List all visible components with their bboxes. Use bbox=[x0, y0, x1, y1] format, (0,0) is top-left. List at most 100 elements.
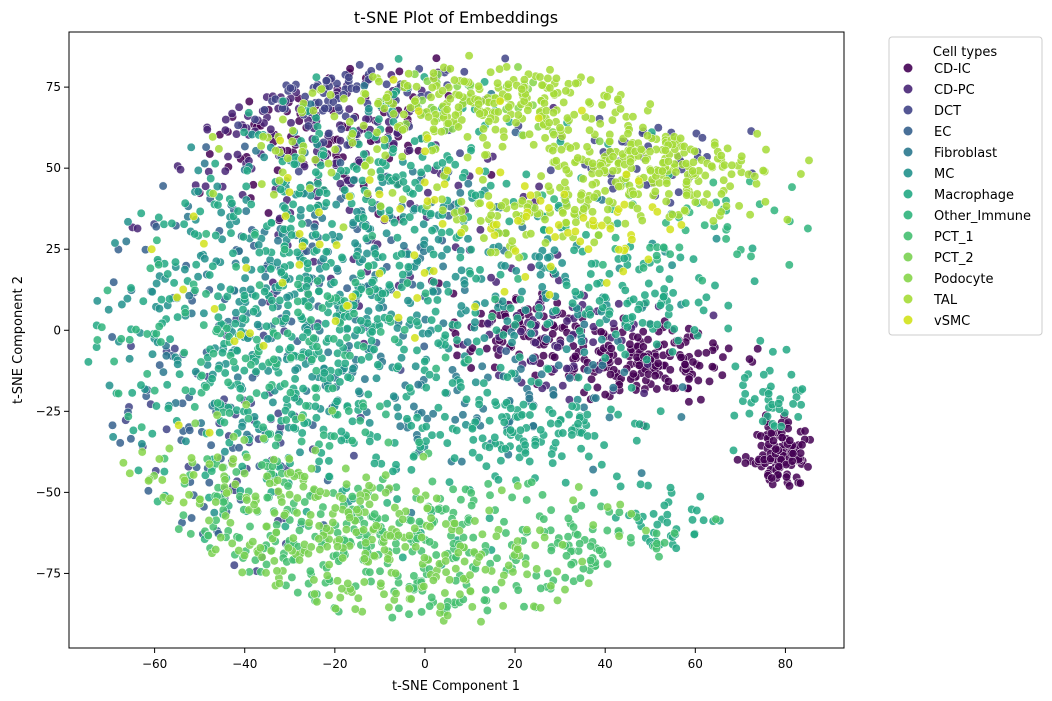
point bbox=[478, 433, 488, 443]
point bbox=[191, 260, 201, 270]
point bbox=[456, 197, 466, 207]
point bbox=[362, 249, 372, 258]
point bbox=[157, 295, 166, 305]
point bbox=[293, 588, 303, 598]
point bbox=[671, 167, 681, 177]
point bbox=[693, 348, 703, 358]
point bbox=[297, 154, 307, 164]
point bbox=[297, 413, 307, 423]
point bbox=[222, 488, 232, 498]
point bbox=[676, 412, 686, 422]
point bbox=[136, 208, 146, 218]
point bbox=[797, 440, 807, 450]
point bbox=[319, 368, 329, 378]
point bbox=[285, 83, 295, 93]
point bbox=[324, 159, 333, 168]
point bbox=[459, 76, 469, 86]
point bbox=[164, 444, 174, 453]
point bbox=[541, 238, 550, 248]
point bbox=[272, 566, 282, 576]
point bbox=[722, 222, 732, 232]
point bbox=[443, 287, 453, 297]
point bbox=[600, 390, 610, 400]
point bbox=[565, 334, 575, 344]
point bbox=[318, 150, 328, 160]
point bbox=[273, 486, 283, 496]
point bbox=[452, 335, 462, 345]
point bbox=[784, 260, 794, 270]
point bbox=[477, 361, 487, 371]
point bbox=[504, 561, 514, 570]
point bbox=[650, 371, 660, 381]
point bbox=[190, 402, 200, 412]
point bbox=[570, 351, 580, 361]
point bbox=[578, 213, 588, 223]
point bbox=[242, 452, 252, 462]
point bbox=[369, 344, 379, 354]
point bbox=[750, 394, 760, 404]
point bbox=[645, 147, 655, 157]
point bbox=[594, 545, 604, 555]
point bbox=[498, 330, 508, 340]
point bbox=[404, 609, 414, 619]
point bbox=[245, 328, 255, 338]
point bbox=[750, 171, 760, 181]
point bbox=[259, 433, 269, 443]
point bbox=[428, 409, 438, 419]
point bbox=[475, 198, 485, 208]
point bbox=[452, 350, 462, 360]
y-axis-label: t-SNE Component 2 bbox=[11, 276, 26, 404]
point bbox=[257, 361, 267, 371]
point bbox=[526, 329, 536, 339]
point bbox=[485, 490, 495, 500]
point bbox=[349, 451, 359, 461]
point bbox=[472, 336, 482, 346]
point bbox=[288, 126, 298, 136]
point bbox=[652, 520, 662, 530]
point bbox=[108, 432, 118, 442]
point bbox=[287, 572, 297, 582]
point bbox=[795, 478, 805, 488]
point bbox=[627, 312, 637, 322]
point bbox=[445, 94, 455, 104]
point bbox=[364, 352, 374, 362]
point bbox=[308, 106, 318, 116]
point bbox=[616, 343, 626, 353]
point bbox=[697, 133, 707, 143]
point bbox=[265, 478, 275, 488]
point bbox=[440, 388, 450, 398]
point bbox=[314, 207, 324, 217]
point bbox=[730, 361, 740, 371]
point bbox=[787, 456, 797, 466]
point bbox=[375, 189, 384, 199]
point bbox=[321, 319, 331, 329]
point bbox=[591, 393, 601, 403]
point bbox=[562, 316, 572, 326]
point bbox=[442, 166, 452, 176]
point bbox=[549, 390, 558, 400]
point bbox=[652, 384, 662, 394]
point bbox=[556, 145, 566, 155]
point bbox=[721, 234, 731, 244]
point bbox=[314, 188, 324, 197]
point bbox=[604, 309, 614, 319]
point bbox=[522, 569, 532, 579]
point bbox=[684, 374, 694, 384]
point bbox=[605, 224, 615, 234]
point bbox=[690, 146, 700, 156]
point bbox=[365, 499, 374, 509]
point bbox=[196, 357, 206, 367]
point bbox=[297, 517, 307, 527]
legend-label: MC bbox=[934, 167, 954, 182]
point bbox=[782, 472, 791, 482]
point bbox=[530, 338, 540, 348]
point bbox=[499, 132, 509, 142]
point bbox=[415, 495, 425, 504]
point bbox=[545, 290, 554, 300]
point bbox=[625, 339, 635, 349]
point bbox=[286, 388, 295, 398]
legend-label: Other_Immune bbox=[934, 209, 1031, 224]
point bbox=[344, 72, 354, 82]
point bbox=[241, 353, 251, 363]
point bbox=[249, 307, 258, 317]
